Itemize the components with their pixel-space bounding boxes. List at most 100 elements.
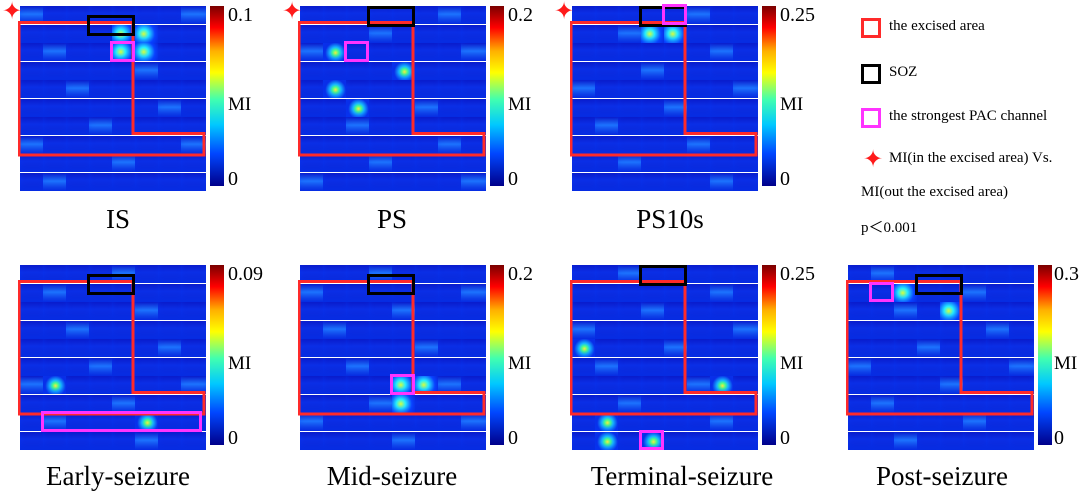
heatmap-cell [894, 413, 919, 431]
heatmap-cell [664, 80, 689, 98]
heatmap-cell [618, 154, 643, 172]
heatmap-cell [66, 283, 91, 302]
heatmap-cell [461, 265, 486, 283]
heatmap-cell [20, 61, 45, 80]
heatmap-cell [733, 24, 758, 43]
heatmap-cell [181, 357, 206, 376]
heatmap-cell [871, 394, 896, 413]
heatmap-cell [572, 6, 597, 24]
colorbar-label: MI [1054, 353, 1078, 374]
heatmap-cell [641, 413, 666, 431]
heatmap-cell [300, 135, 325, 154]
heatmap-cell [572, 24, 597, 43]
heatmap-cell [461, 320, 486, 339]
heatmap-cell [112, 154, 137, 172]
heatmap-cell [595, 302, 620, 320]
heatmap-cell [392, 43, 417, 61]
colorbar [762, 265, 776, 445]
heatmap-cell [369, 376, 394, 394]
heatmap-cell [158, 357, 183, 376]
colorbar [210, 265, 224, 445]
heatmap-cell [710, 43, 735, 61]
heatmap-cell [20, 376, 45, 394]
heatmap-cell [917, 302, 942, 320]
heatmap-cell [135, 357, 160, 376]
heatmap-cell [181, 339, 206, 357]
heatmap-cell [20, 24, 45, 43]
heatmap-cell [618, 283, 643, 302]
heatmap-cell [871, 320, 896, 339]
heatmap-cell [986, 413, 1011, 431]
heatmap-cell [43, 24, 68, 43]
strongest-pac-box [869, 281, 894, 302]
heatmap-cell [595, 376, 620, 394]
heatmap-cell [687, 431, 712, 450]
heatmap-cell [641, 6, 666, 24]
heatmap-cell [66, 413, 91, 431]
heatmap-cell [572, 98, 597, 117]
colorbar-label: MI [780, 353, 804, 374]
heatmap-cell [392, 80, 417, 98]
heatmap-cell [710, 413, 735, 431]
heatmap-cell [346, 43, 371, 61]
heatmap-cell [300, 98, 325, 117]
heatmap-cell [710, 265, 735, 283]
heatmap-cell [66, 302, 91, 320]
heatmap-cell [963, 339, 988, 357]
heatmap-cell [158, 394, 183, 413]
heatmap-cell [963, 357, 988, 376]
heatmap-cell [940, 357, 965, 376]
heatmap-cell [158, 413, 183, 431]
heatmap-cell [940, 394, 965, 413]
heatmap-cell [20, 154, 45, 172]
heatmap-cell [112, 135, 137, 154]
heatmap-cell [572, 172, 597, 191]
heatmap-cell [135, 154, 160, 172]
heatmap-cell [43, 320, 68, 339]
heatmap-cell [112, 357, 137, 376]
heatmap-cell [618, 339, 643, 357]
heatmap-cell [181, 265, 206, 283]
heatmap-cell [43, 6, 68, 24]
heatmap-cell [135, 24, 160, 43]
legend-excised-label: the excised area [889, 18, 985, 34]
heatmap-cell [181, 24, 206, 43]
heatmap-cell [917, 394, 942, 413]
heatmap-cell [894, 320, 919, 339]
heatmap-cell [323, 376, 348, 394]
heatmap-cell [43, 98, 68, 117]
heatmap-cell [641, 80, 666, 98]
heatmap-cell [323, 339, 348, 357]
heatmap-cell [89, 357, 114, 376]
strongest-pac-box [639, 429, 664, 450]
heatmap-cell [112, 265, 137, 283]
heatmap-cell [618, 357, 643, 376]
colorbar-max: 0.2 [508, 263, 533, 285]
heatmap-cell [346, 6, 371, 24]
heatmap-cell [595, 394, 620, 413]
heatmap-cell [135, 98, 160, 117]
heatmap-cell [664, 98, 689, 117]
heatmap-cell [733, 376, 758, 394]
heatmap-cell [89, 135, 114, 154]
heatmap-cell [438, 98, 463, 117]
heatmap-cell [158, 172, 183, 191]
heatmap-cell [664, 394, 689, 413]
heatmap-cell [369, 172, 394, 191]
heatmap-cell [687, 413, 712, 431]
heatmap-cell [43, 394, 68, 413]
heatmap-cell [848, 339, 873, 357]
heatmap-cell [871, 376, 896, 394]
heatmap-cell [20, 80, 45, 98]
heatmap-cell [917, 339, 942, 357]
heatmap-cell [415, 80, 440, 98]
heatmap-cell [986, 302, 1011, 320]
heatmap-cell [664, 135, 689, 154]
heatmap-cell [323, 61, 348, 80]
heatmap-cell [618, 320, 643, 339]
heatmap-cell [894, 339, 919, 357]
heatmap-cell [461, 117, 486, 135]
heatmap-cell [89, 6, 114, 24]
colorbar-max: 0.25 [780, 4, 815, 26]
heatmap-cell [43, 265, 68, 283]
